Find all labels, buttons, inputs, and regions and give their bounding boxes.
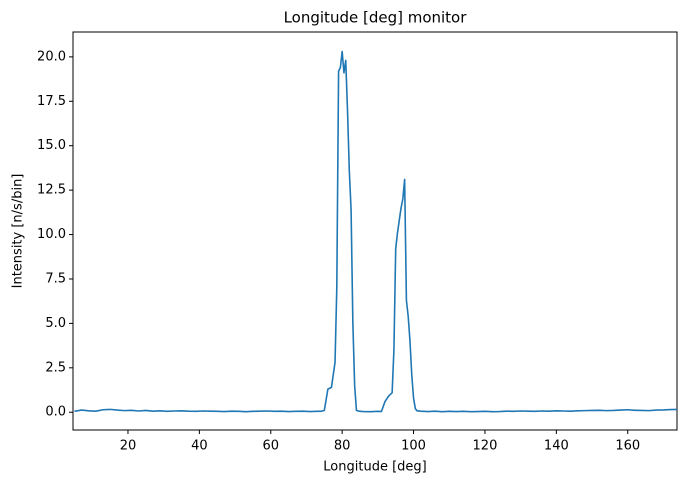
x-tick-label: 80 xyxy=(334,439,351,454)
x-tick-label: 160 xyxy=(615,439,640,454)
x-tick-label: 20 xyxy=(120,439,137,454)
x-tick-label: 40 xyxy=(191,439,208,454)
y-tick-label: 17.5 xyxy=(37,94,66,109)
y-tick-label: 12.5 xyxy=(37,183,66,198)
chart-title: Longitude [deg] monitor xyxy=(284,9,468,27)
x-axis-label: Longitude [deg] xyxy=(323,460,426,475)
y-tick-label: 0.0 xyxy=(45,405,66,420)
y-tick-label: 5.0 xyxy=(45,316,66,331)
x-tick-label: 120 xyxy=(473,439,498,454)
y-tick-label: 7.5 xyxy=(45,271,66,286)
y-tick-label: 10.0 xyxy=(37,227,66,242)
data-line xyxy=(74,50,677,413)
x-tick-label: 60 xyxy=(262,439,279,454)
x-tick-label: 140 xyxy=(544,439,569,454)
y-tick-label: 20.0 xyxy=(37,49,66,64)
plot-frame xyxy=(72,31,678,431)
x-tick-label: 100 xyxy=(401,439,426,454)
y-tick-label: 15.0 xyxy=(37,138,66,153)
y-tick-label: 2.5 xyxy=(45,360,66,375)
y-axis-label: Intensity [n/s/bin] xyxy=(11,174,26,289)
